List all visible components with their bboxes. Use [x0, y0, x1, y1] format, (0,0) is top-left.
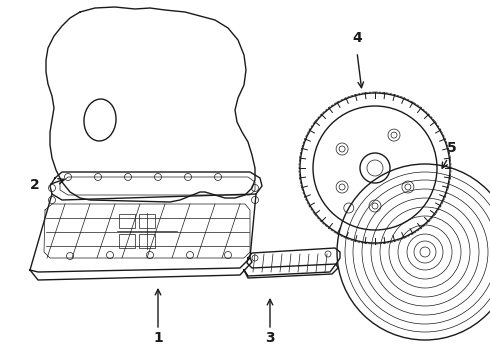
Bar — [139, 214, 155, 228]
Bar — [139, 234, 155, 248]
Text: 1: 1 — [153, 331, 163, 345]
Text: 3: 3 — [265, 331, 275, 345]
Text: 4: 4 — [352, 31, 362, 45]
Bar — [119, 214, 135, 228]
Text: 5: 5 — [447, 141, 457, 155]
Text: 2: 2 — [30, 178, 40, 192]
Bar — [119, 234, 135, 248]
